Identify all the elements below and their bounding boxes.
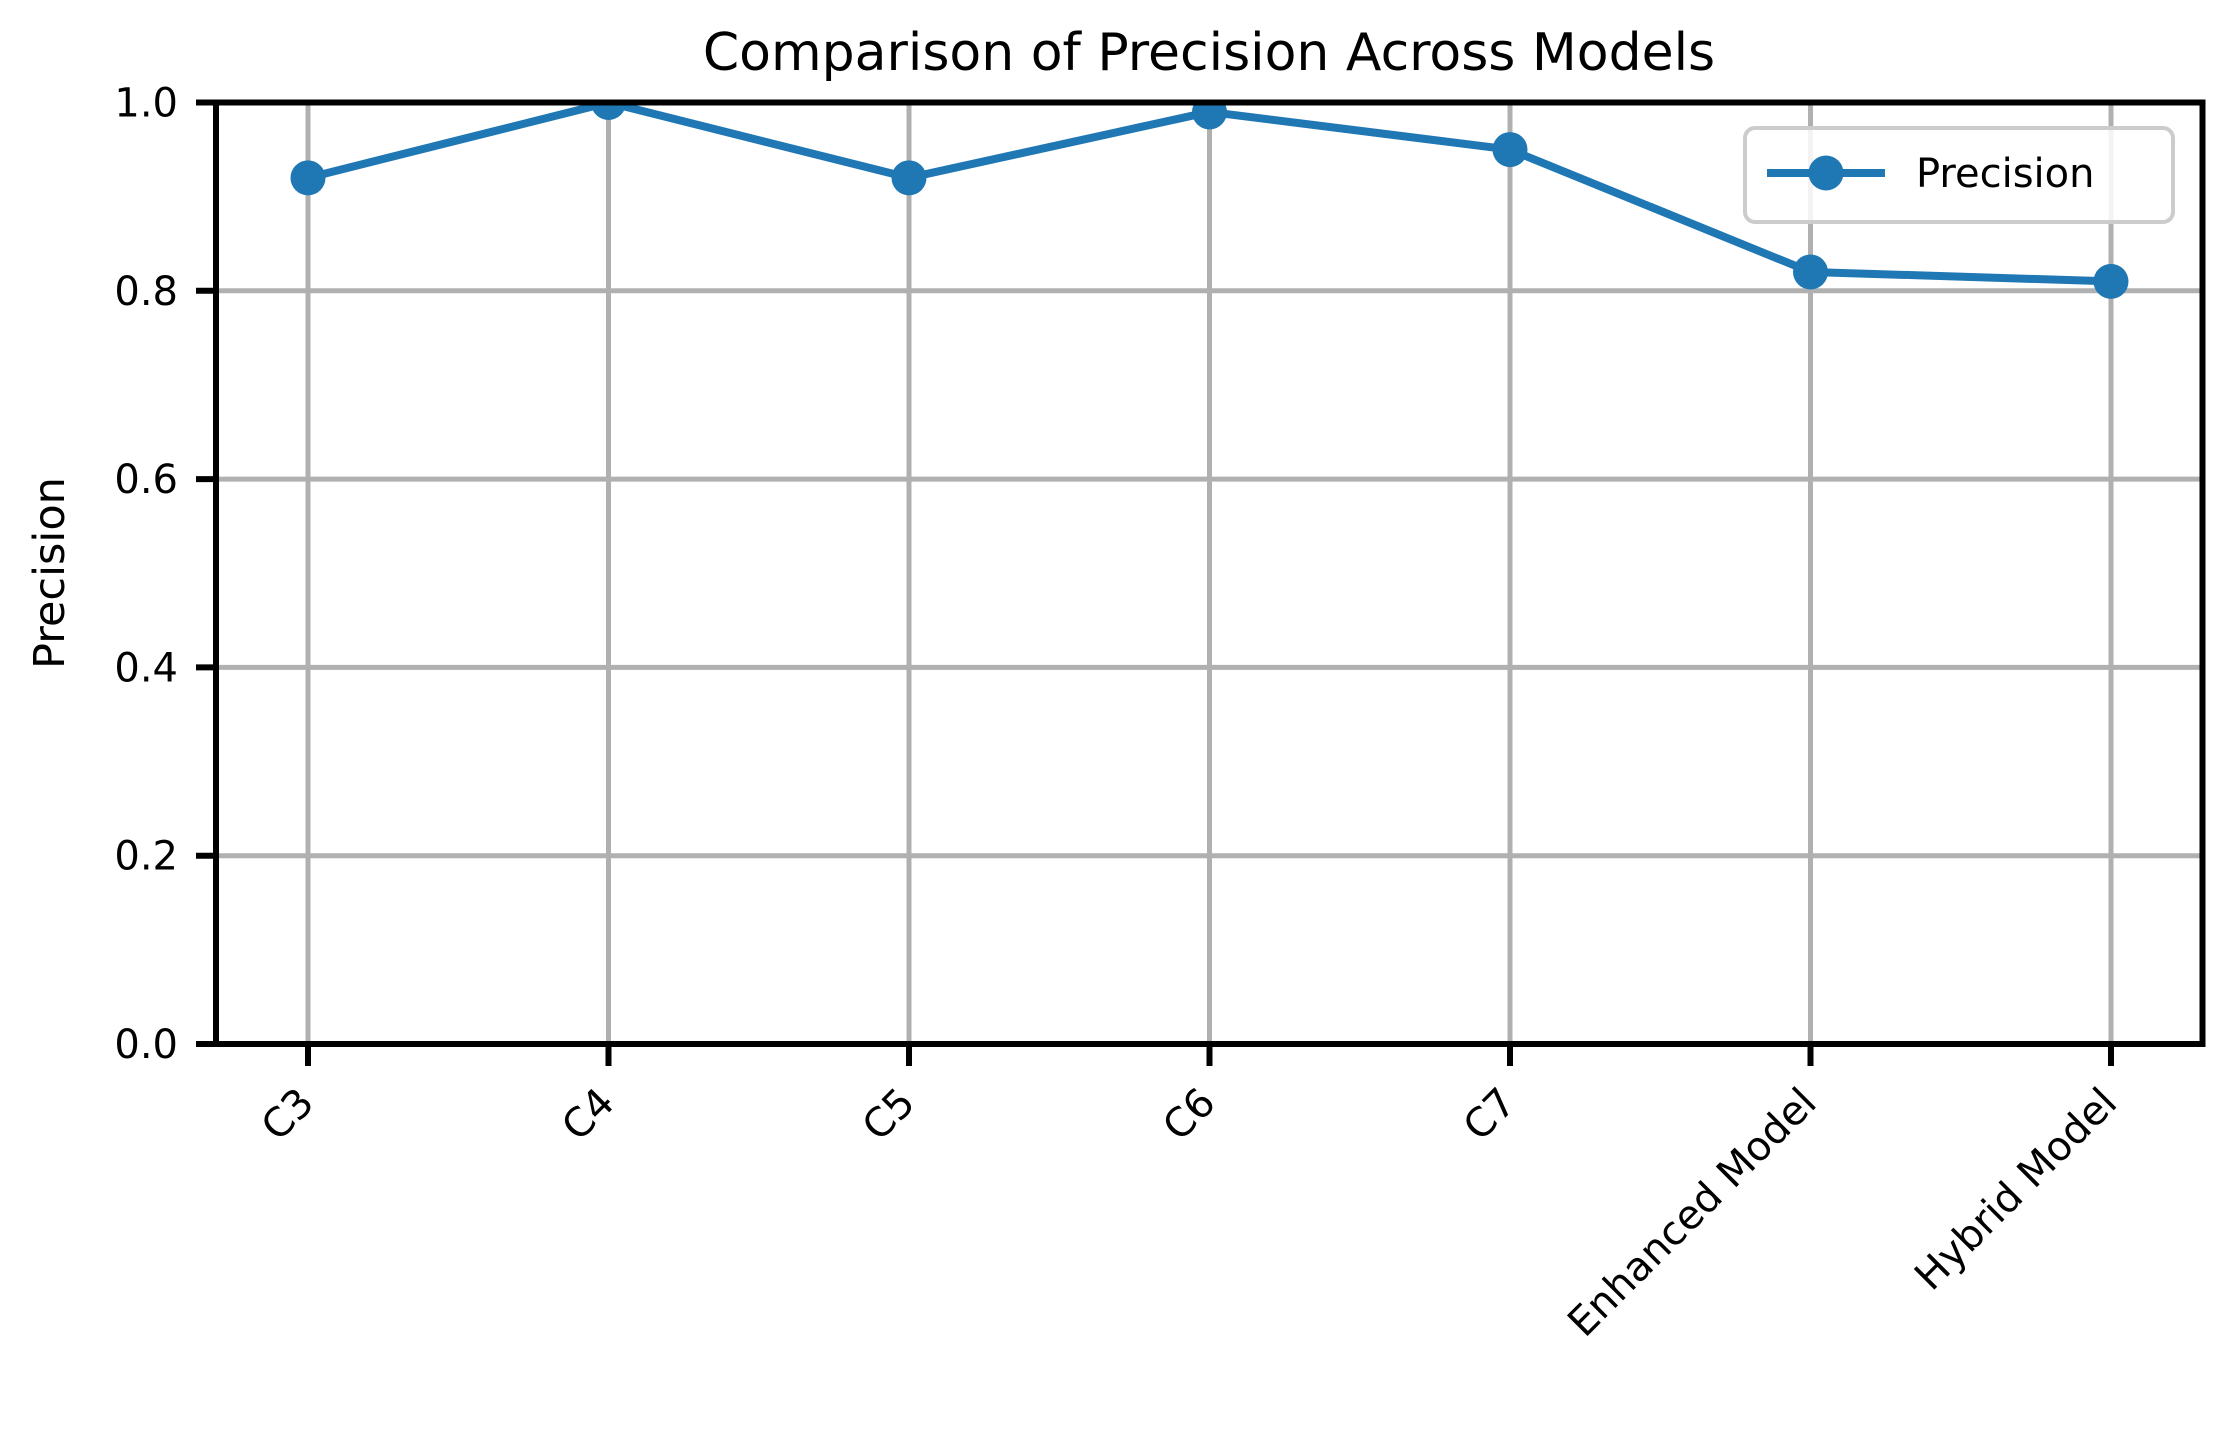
data-point-c3 bbox=[290, 160, 326, 196]
x-tick-label-enhanced-model: Enhanced Model bbox=[1559, 1080, 1825, 1346]
y-tick-label: 1.0 bbox=[114, 81, 178, 127]
axis-ticks bbox=[196, 99, 2114, 1066]
y-tick-labels: 0.0 0.2 0.4 0.6 0.8 1.0 bbox=[114, 81, 178, 1069]
x-tick-label-c5: C5 bbox=[854, 1080, 924, 1150]
y-tick-label: 0.6 bbox=[114, 457, 178, 503]
y-tick-label: 0.0 bbox=[114, 1022, 178, 1068]
y-tick-label: 0.4 bbox=[114, 645, 178, 691]
y-tick-label: 0.8 bbox=[114, 269, 178, 315]
data-point-hybrid-model bbox=[2093, 263, 2129, 299]
legend-box bbox=[1743, 126, 2175, 224]
data-point-c5 bbox=[891, 160, 927, 196]
chart-title: Comparison of Precision Across Models bbox=[703, 23, 1715, 83]
grid-lines bbox=[216, 102, 2203, 1044]
legend-entry-label: Precision bbox=[1916, 151, 2094, 197]
legend: Precision bbox=[1743, 126, 2175, 224]
x-tick-labels: C3 C4 C5 C6 C7 Enhanced Model Hybrid Model bbox=[253, 1080, 2126, 1346]
data-point-c6 bbox=[1192, 102, 1227, 130]
x-tick-label-c3: C3 bbox=[253, 1080, 323, 1150]
x-tick-label-c7: C7 bbox=[1455, 1080, 1525, 1150]
data-point-c4 bbox=[591, 102, 626, 120]
data-point-c7 bbox=[1492, 132, 1528, 168]
x-tick-label-hybrid-model: Hybrid Model bbox=[1906, 1080, 2126, 1300]
legend-marker bbox=[1808, 155, 1844, 191]
y-tick-label: 0.2 bbox=[114, 834, 178, 880]
x-tick-label-c6: C6 bbox=[1154, 1080, 1224, 1150]
series-precision bbox=[290, 102, 2129, 299]
data-point-enhanced-model bbox=[1793, 254, 1828, 290]
y-axis-label: Precision bbox=[25, 477, 75, 669]
x-tick-label-c4: C4 bbox=[553, 1080, 623, 1150]
